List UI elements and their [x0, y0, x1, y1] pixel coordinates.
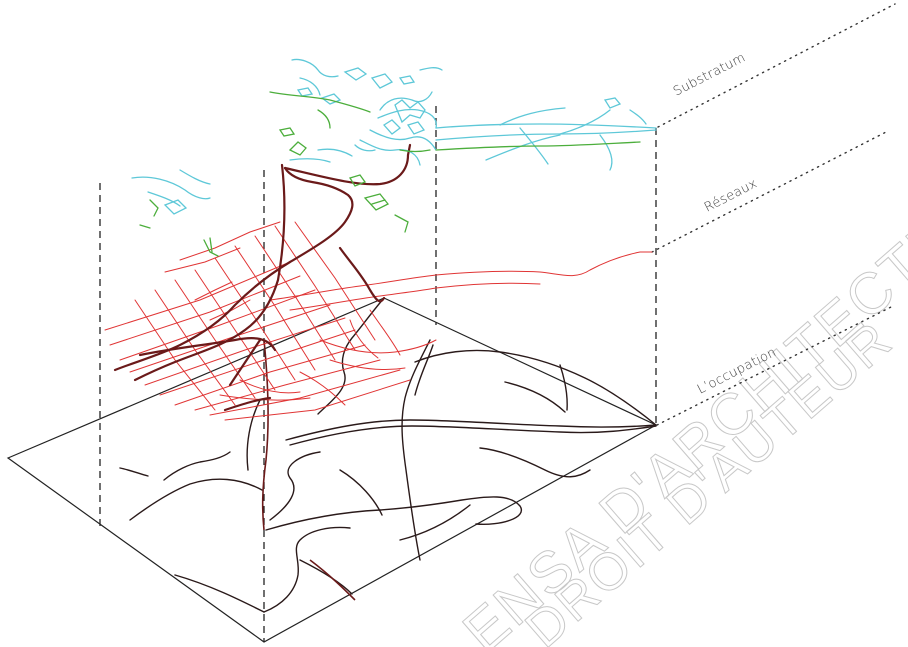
- water-network: [131, 58, 657, 215]
- leader-reseaux: [651, 130, 889, 253]
- vegetation-network: [139, 91, 641, 257]
- street-grid: [104, 221, 653, 421]
- leader-occupation: [656, 304, 896, 426]
- occupation-layer: [6, 297, 658, 643]
- label-leaders: [651, 3, 896, 426]
- label-reseaux: Réseaux: [702, 176, 760, 215]
- label-substratum: Substratum: [671, 50, 748, 99]
- occupation-roads: [119, 297, 657, 613]
- major-roads: [113, 143, 412, 412]
- leader-substratum: [657, 3, 896, 128]
- watermark-line-2: DROIT D'AUTEUR: [515, 311, 904, 647]
- reseaux-layer: [104, 143, 653, 421]
- substratum-layer: [131, 58, 657, 257]
